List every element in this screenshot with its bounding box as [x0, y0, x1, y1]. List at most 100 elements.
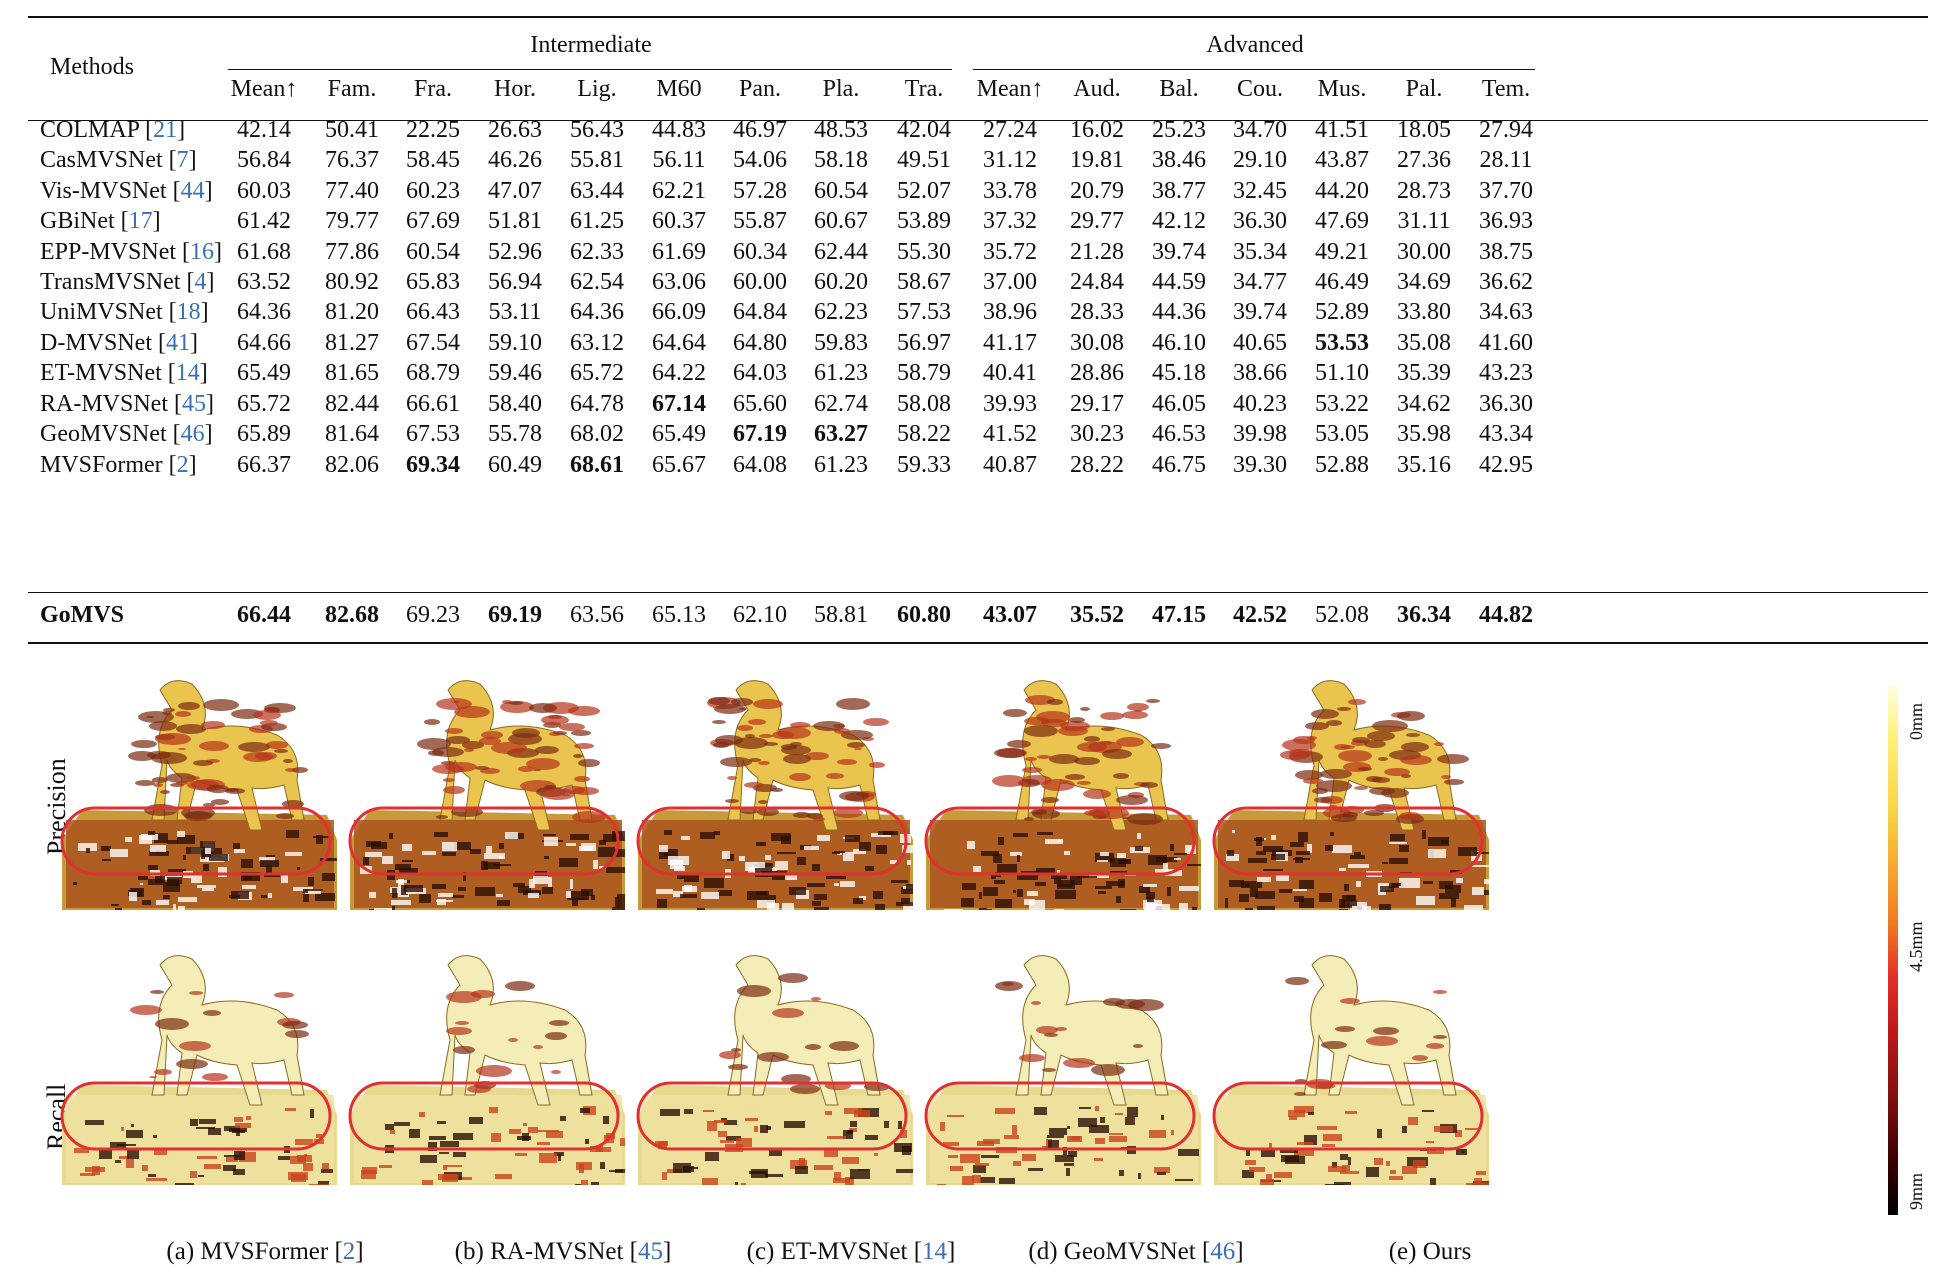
- citation-link[interactable]: 41: [166, 330, 190, 356]
- table-cell: 55.87: [733, 208, 787, 234]
- table-cell: 82.44: [325, 391, 379, 417]
- table-cell: 66.37: [237, 452, 291, 478]
- table-cell: 64.22: [652, 360, 706, 386]
- table-cell: 60.54: [814, 178, 868, 204]
- table-cell: 43.34: [1479, 421, 1533, 447]
- table-cell: 81.64: [325, 421, 379, 447]
- table-cell: 63.44: [570, 178, 624, 204]
- table-cell: 60.49: [488, 452, 542, 478]
- table-cell: 64.08: [733, 452, 787, 478]
- column-header: Fra.: [414, 76, 452, 102]
- citation-link[interactable]: 18: [176, 299, 201, 325]
- citation-link[interactable]: 14: [175, 360, 200, 386]
- table-cell: 58.67: [897, 269, 951, 295]
- table-cell: 39.98: [1233, 421, 1287, 447]
- table-cell: 66.09: [652, 299, 706, 325]
- column-header: Lig.: [577, 76, 617, 102]
- column-header: Pal.: [1405, 76, 1443, 102]
- table-cell: 77.86: [325, 239, 379, 265]
- table-cell: 60.37: [652, 208, 706, 234]
- colorbar-label-middle: 4.5mm: [1906, 921, 1926, 972]
- table-cell: 46.26: [488, 147, 542, 173]
- table-cell: 65.49: [652, 421, 706, 447]
- column-header: Mean↑: [976, 76, 1044, 102]
- method-name: Vis-MVSNet [44]: [40, 178, 213, 204]
- table-cell: 59.46: [488, 360, 542, 386]
- citation-link[interactable]: 7: [176, 147, 189, 173]
- table-cell: 28.33: [1070, 299, 1124, 325]
- table-cell: 61.23: [814, 360, 868, 386]
- table-cell: 54.06: [733, 147, 787, 173]
- subfigure-caption: (a) MVSFormer [2]: [166, 1238, 364, 1265]
- table-cell: 69.23: [406, 602, 460, 628]
- citation-link[interactable]: 45: [182, 391, 207, 417]
- table-cell: 53.53: [1315, 330, 1369, 356]
- table-cell: 65.72: [570, 360, 624, 386]
- table-cell: 65.83: [406, 269, 460, 295]
- citation-link[interactable]: 2: [342, 1238, 356, 1265]
- method-name-ours: GoMVS: [40, 602, 124, 628]
- table-cell: 46.53: [1152, 421, 1206, 447]
- table-cell: 67.54: [406, 330, 460, 356]
- citation-link[interactable]: 17: [128, 208, 153, 234]
- table-cell: 42.14: [237, 117, 291, 143]
- table-cell: 62.21: [652, 178, 706, 204]
- table-cell: 29.17: [1070, 391, 1124, 417]
- table-cell: 49.51: [897, 147, 951, 173]
- method-name: COLMAP [21]: [40, 117, 186, 143]
- table-cell: 56.84: [237, 147, 291, 173]
- table-cell: 59.33: [897, 452, 951, 478]
- table-cell: 77.40: [325, 178, 379, 204]
- table-cell: 42.95: [1479, 452, 1533, 478]
- table-cell: 46.10: [1152, 330, 1206, 356]
- table-cell: 65.89: [237, 421, 291, 447]
- precision-point-cloud-3: [628, 670, 913, 920]
- table-cell: 27.36: [1397, 147, 1451, 173]
- table-cell: 65.49: [237, 360, 291, 386]
- table-cell: 82.68: [325, 602, 379, 628]
- table-cell: 69.34: [406, 452, 460, 478]
- table-cell: 66.43: [406, 299, 460, 325]
- table-cell: 60.80: [897, 602, 951, 628]
- citation-link[interactable]: 46: [1210, 1238, 1236, 1265]
- table-cell: 40.87: [983, 452, 1037, 478]
- method-label: GeoMVSNet: [40, 421, 167, 447]
- citation-link[interactable]: 14: [922, 1238, 948, 1265]
- citation-link[interactable]: 46: [180, 421, 205, 447]
- citation-link[interactable]: 45: [638, 1238, 663, 1265]
- recall-point-cloud-2: [340, 945, 625, 1195]
- table-cell: 79.77: [325, 208, 379, 234]
- table-cell: 61.69: [652, 239, 706, 265]
- table-cell: 60.00: [733, 269, 787, 295]
- subfigure-caption: (c) ET-MVSNet [14]: [746, 1238, 956, 1265]
- method-name: TransMVSNet [4]: [40, 269, 215, 295]
- header-rule: [28, 120, 1928, 121]
- table-cell: 60.20: [814, 269, 868, 295]
- table-cell: 66.61: [406, 391, 460, 417]
- table-cell: 65.72: [237, 391, 291, 417]
- table-cell: 47.07: [488, 178, 542, 204]
- table-cell: 41.17: [983, 330, 1037, 356]
- table-cell: 38.46: [1152, 147, 1206, 173]
- method-label: UniMVSNet: [40, 299, 163, 325]
- table-cell: 47.69: [1315, 208, 1369, 234]
- table-cell: 62.44: [814, 239, 868, 265]
- table-cell: 63.12: [570, 330, 624, 356]
- table-cell: 53.05: [1315, 421, 1369, 447]
- table-cell: 40.41: [983, 360, 1037, 386]
- method-name: CasMVSNet [7]: [40, 147, 197, 173]
- table-cell: 64.64: [652, 330, 706, 356]
- table-cell: 35.72: [983, 239, 1037, 265]
- table-cell: 50.41: [325, 117, 379, 143]
- table-top-rule: [28, 16, 1928, 18]
- citation-link[interactable]: 2: [176, 452, 189, 478]
- table-cell: 31.12: [983, 147, 1037, 173]
- citation-link[interactable]: 16: [190, 239, 215, 265]
- table-cell: 44.83: [652, 117, 706, 143]
- citation-link[interactable]: 21: [153, 117, 178, 143]
- citation-link[interactable]: 44: [180, 178, 205, 204]
- method-label: TransMVSNet: [40, 269, 181, 295]
- table-cell: 60.23: [406, 178, 460, 204]
- table-cell: 64.78: [570, 391, 624, 417]
- citation-link[interactable]: 4: [194, 269, 207, 295]
